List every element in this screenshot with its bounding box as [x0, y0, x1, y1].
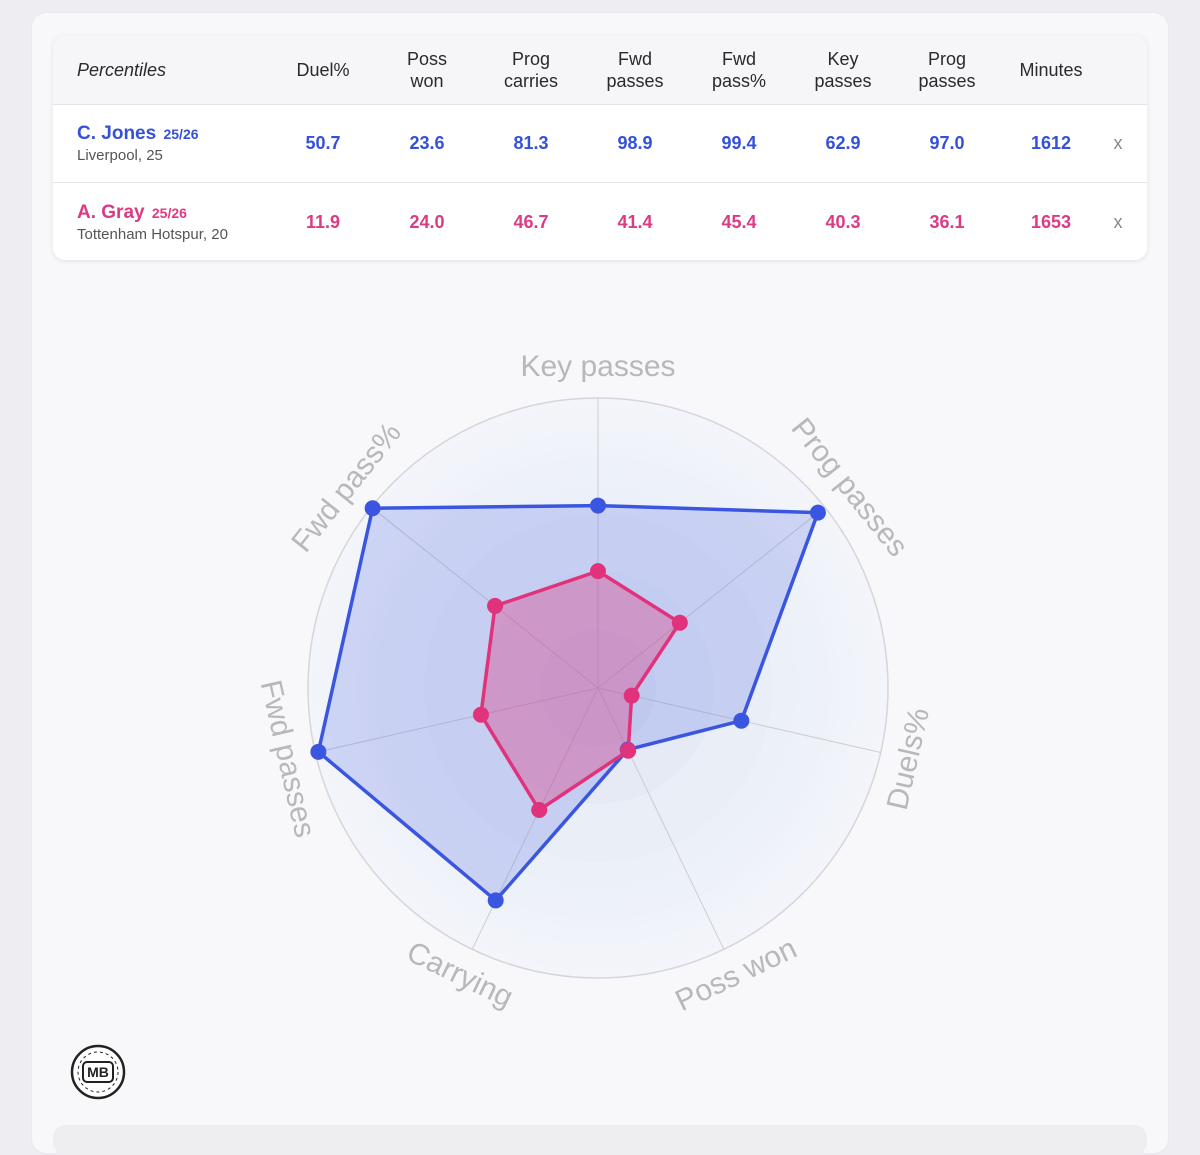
value-prog-passes: 97.0 [929, 132, 965, 153]
logo-text: MB [87, 1064, 109, 1080]
radar-point [590, 497, 606, 514]
value-duel-pct: 50.7 [305, 132, 341, 153]
radar-point [472, 706, 489, 723]
value-fwd-passes: 41.4 [617, 211, 653, 232]
value-duel-pct: 11.9 [305, 211, 341, 232]
header-duel-pct: Duel% [296, 60, 350, 80]
radar-point [809, 504, 826, 521]
radar-axis-label: Key passes [520, 350, 675, 383]
value-minutes: 1653 [1030, 211, 1072, 232]
value-prog-carries: 81.3 [513, 132, 549, 153]
header-minutes: Minutes [1019, 60, 1083, 80]
value-fwd-pass-pct: 99.4 [721, 132, 757, 153]
radar-point [623, 687, 640, 704]
value-minutes: 1612 [1030, 132, 1072, 153]
radar-series [310, 497, 826, 909]
next-card [53, 1125, 1147, 1155]
radar-series-area [316, 503, 820, 903]
header-prog-passes: Prog passes [918, 49, 976, 91]
value-key-passes: 62.9 [825, 132, 861, 153]
remove-player-button[interactable]: x [1113, 132, 1123, 153]
logo: MB [70, 1044, 126, 1100]
header-prog-carries: Prog carries [503, 49, 558, 91]
table-row: C. Jones 25/26 Liverpool, 25 50.7 23.6 8… [53, 104, 1147, 183]
header-poss-won: Poss won [406, 49, 448, 91]
value-fwd-pass-pct: 45.4 [721, 211, 757, 232]
radar-axis-line [370, 506, 599, 689]
radar-axis-label: Duels% [881, 705, 936, 813]
radar-series-area [479, 569, 682, 812]
radar-point [671, 614, 688, 631]
radar-point [487, 892, 504, 909]
value-prog-carries: 46.7 [513, 211, 549, 232]
radar-point [310, 743, 327, 760]
player-season: 25/26 [163, 126, 199, 142]
radar-point [364, 500, 381, 517]
radar-point [590, 563, 606, 580]
radar-point [531, 802, 548, 819]
value-fwd-passes: 98.9 [617, 132, 653, 153]
player-team: Tottenham Hotspur, 20 [77, 226, 228, 243]
header-fwd-passes: Fwd passes [606, 49, 664, 91]
radar-point [487, 597, 504, 614]
player-team: Liverpool, 25 [77, 147, 163, 164]
header-label: Percentiles [77, 59, 167, 80]
header-key-passes: Key passes [814, 49, 872, 91]
radar-axis-line [597, 506, 826, 689]
radar-axis-line [597, 687, 725, 950]
radar-axis-line [315, 687, 599, 754]
player-season: 25/26 [151, 205, 187, 221]
player-name-text: A. Gray [77, 202, 145, 223]
player-name[interactable]: C. Jones 25/26 [77, 123, 199, 145]
remove-player-button[interactable]: x [1113, 211, 1123, 232]
radar-point [620, 742, 637, 759]
table-row: A. Gray 25/26 Tottenham Hotspur, 20 11.9… [53, 183, 1147, 260]
header-fwd-pass-pct: Fwd pass% [711, 49, 767, 91]
table-header: Percentiles Duel% Poss won Prog carries … [53, 36, 1147, 105]
value-prog-passes: 36.1 [929, 211, 965, 232]
value-key-passes: 40.3 [825, 211, 861, 232]
player-name-text: C. Jones [77, 123, 157, 144]
logo-badge-icon: MB [70, 1044, 126, 1100]
value-poss-won: 23.6 [409, 132, 445, 153]
radar-point [733, 712, 750, 729]
player-name[interactable]: A. Gray 25/26 [77, 202, 187, 224]
comparison-table: Percentiles Duel% Poss won Prog carries … [53, 36, 1147, 260]
value-poss-won: 24.0 [409, 211, 445, 232]
